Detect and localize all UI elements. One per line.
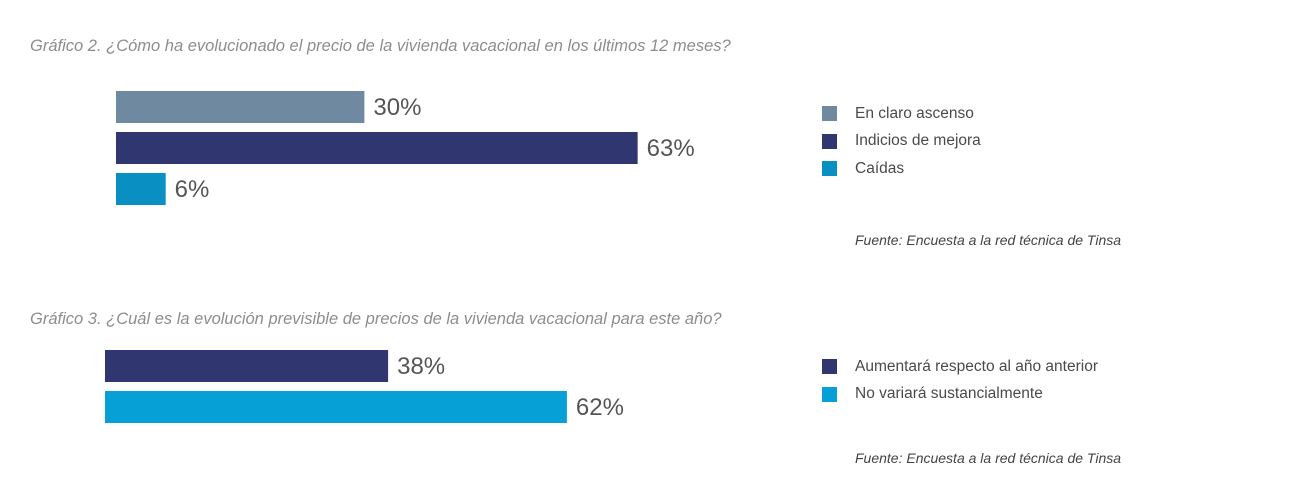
bar-value-label: 62% — [576, 394, 624, 421]
legend-swatch — [822, 161, 837, 177]
legend-label: En claro ascenso — [855, 104, 974, 122]
legend-swatch — [822, 359, 837, 375]
chart-gráfico-2: Gráfico 2. ¿Cómo ha evolucionado el prec… — [30, 37, 1122, 248]
bar-plot: 30% 63% 6% — [116, 91, 695, 205]
bar-2 — [116, 132, 638, 164]
source-note: Fuente: Encuesta a la red técnica de Tin… — [855, 450, 1122, 466]
legend-swatch — [822, 386, 837, 402]
legend-label: Aumentará respecto al año anterior — [855, 357, 1098, 375]
bar-value-label: 30% — [373, 94, 421, 121]
legend-item: Aumentará respecto al año anterior — [822, 353, 1098, 381]
legend: Aumentará respecto al año anterior No va… — [822, 353, 1098, 408]
bar-3 — [116, 173, 166, 205]
chart-gráfico-3: Gráfico 3. ¿Cuál es la evolución previsi… — [0, 300, 1289, 491]
legend-label: No variará sustancialmente — [855, 385, 1043, 403]
bar-2 — [105, 391, 567, 423]
legend-item: No variará sustancialmente — [822, 381, 1098, 409]
bar-value-label: 6% — [175, 176, 210, 203]
bar-value-label: 63% — [647, 135, 695, 162]
bar-1 — [105, 350, 389, 382]
chart-title: Gráfico 2. ¿Cómo ha evolucionado el prec… — [30, 37, 731, 55]
bar-value-label: 38% — [397, 353, 445, 380]
legend-swatch — [822, 106, 837, 122]
bar-plot: 38% 62% — [105, 350, 624, 423]
bar-1 — [116, 91, 365, 123]
legend: En claro ascenso Indicios de mejora Caíd… — [822, 100, 981, 183]
legend-label: Caídas — [855, 159, 905, 177]
legend-swatch — [822, 133, 837, 149]
legend-item: Caídas — [822, 155, 981, 183]
chart-title: Gráfico 3. ¿Cuál es la evolución previsi… — [30, 310, 722, 328]
legend-label: Indicios de mejora — [855, 132, 981, 150]
legend-item: En claro ascenso — [822, 100, 981, 128]
legend-item: Indicios de mejora — [822, 128, 981, 156]
source-note: Fuente: Encuesta a la red técnica de Tin… — [855, 232, 1122, 248]
